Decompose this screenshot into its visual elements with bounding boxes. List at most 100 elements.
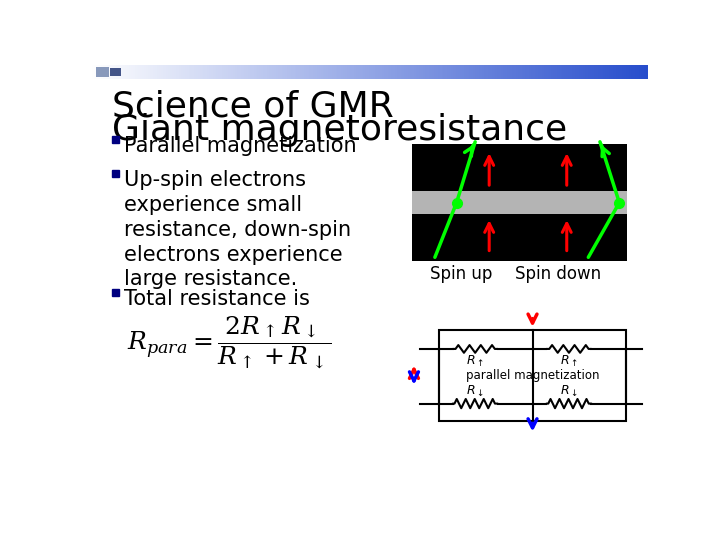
Bar <box>240 65 243 79</box>
Bar <box>459 65 461 79</box>
Bar <box>148 65 150 79</box>
Bar <box>628 65 630 79</box>
Bar <box>598 65 600 79</box>
Bar <box>588 65 591 79</box>
Bar <box>140 65 143 79</box>
Bar <box>553 65 556 79</box>
Bar <box>345 65 348 79</box>
Bar <box>377 65 379 79</box>
Bar <box>129 65 132 79</box>
Bar <box>185 65 187 79</box>
Bar <box>473 65 476 79</box>
Bar <box>131 65 133 79</box>
Bar <box>593 65 595 79</box>
Bar <box>122 65 125 79</box>
Bar <box>280 65 282 79</box>
Bar <box>440 65 442 79</box>
Bar <box>164 65 167 79</box>
Bar <box>142 65 145 79</box>
Bar <box>447 65 450 79</box>
Bar <box>587 65 589 79</box>
Bar <box>596 65 598 79</box>
Bar <box>276 65 279 79</box>
Bar <box>204 65 206 79</box>
Bar <box>315 65 318 79</box>
Bar <box>384 65 387 79</box>
Bar <box>174 65 176 79</box>
Bar <box>618 65 621 79</box>
Bar <box>352 65 355 79</box>
Bar <box>170 65 173 79</box>
Bar <box>475 65 477 79</box>
Bar <box>390 65 392 79</box>
Bar <box>215 65 217 79</box>
Bar <box>151 65 154 79</box>
Bar <box>176 65 178 79</box>
Bar <box>287 65 289 79</box>
Bar <box>566 65 569 79</box>
Bar <box>544 65 546 79</box>
Bar <box>224 65 227 79</box>
Bar <box>615 65 617 79</box>
Bar <box>620 65 623 79</box>
Bar <box>557 65 559 79</box>
Bar <box>101 65 104 79</box>
Text: $R_{\downarrow}$: $R_{\downarrow}$ <box>467 384 484 399</box>
Bar <box>520 65 522 79</box>
Bar <box>112 65 115 79</box>
Text: Up-spin electrons
experience small
resistance, down-spin
electrons experience
la: Up-spin electrons experience small resis… <box>124 170 351 289</box>
Bar <box>406 65 409 79</box>
Bar <box>112 137 119 143</box>
Bar <box>412 65 415 79</box>
Bar <box>507 65 509 79</box>
Bar <box>449 65 451 79</box>
Bar <box>539 65 541 79</box>
Bar <box>246 65 249 79</box>
Bar <box>338 65 340 79</box>
Bar <box>438 330 626 421</box>
Bar <box>298 65 301 79</box>
Bar <box>387 65 390 79</box>
Bar <box>307 65 310 79</box>
Bar <box>343 65 346 79</box>
Bar <box>568 65 571 79</box>
Bar <box>341 65 343 79</box>
Bar <box>555 65 557 79</box>
Bar <box>330 65 333 79</box>
Bar <box>499 65 502 79</box>
Bar <box>460 65 463 79</box>
Bar <box>272 65 275 79</box>
Bar <box>317 65 320 79</box>
Bar <box>531 65 534 79</box>
Bar <box>319 65 321 79</box>
Bar <box>114 65 117 79</box>
Bar <box>250 65 253 79</box>
Text: Spin down: Spin down <box>515 265 601 283</box>
Bar <box>168 65 171 79</box>
Bar <box>611 65 613 79</box>
Bar <box>323 65 325 79</box>
Bar <box>192 65 195 79</box>
Bar <box>360 65 362 79</box>
Bar <box>339 65 342 79</box>
Bar <box>256 65 258 79</box>
Bar <box>96 67 109 77</box>
Bar <box>233 65 236 79</box>
Bar <box>494 65 496 79</box>
Bar <box>291 65 294 79</box>
Bar <box>237 65 240 79</box>
Bar <box>613 65 616 79</box>
Bar <box>99 65 102 79</box>
Bar <box>561 65 563 79</box>
Bar <box>533 65 535 79</box>
Bar <box>144 65 147 79</box>
Bar <box>415 65 418 79</box>
Bar <box>405 65 407 79</box>
Bar <box>436 65 438 79</box>
Bar <box>472 65 474 79</box>
Bar <box>181 65 184 79</box>
Bar <box>364 65 366 79</box>
Bar <box>644 65 647 79</box>
Bar <box>333 65 336 79</box>
Bar <box>285 65 288 79</box>
